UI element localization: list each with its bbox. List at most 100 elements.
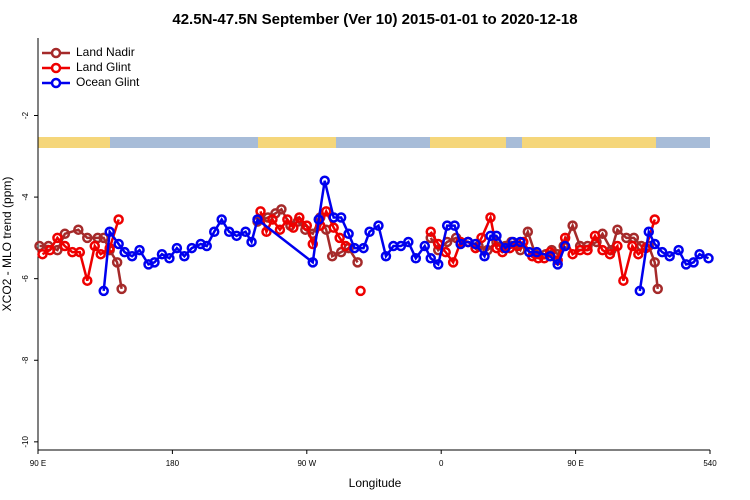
ocean-band — [38, 137, 710, 148]
point — [522, 226, 534, 238]
point — [432, 259, 444, 270]
point — [355, 285, 366, 297]
point — [126, 250, 138, 262]
point — [589, 230, 601, 242]
legend-label: Land Nadir — [76, 45, 135, 59]
point — [597, 244, 608, 256]
point — [582, 244, 593, 256]
point — [340, 240, 351, 252]
x-tick-label: 180 — [166, 459, 180, 468]
land-band — [38, 137, 110, 148]
point — [113, 238, 124, 250]
point — [447, 257, 459, 268]
point — [559, 240, 571, 252]
x-tick-label: 90 E — [567, 459, 583, 468]
point — [633, 248, 644, 260]
point — [500, 242, 511, 254]
point — [313, 214, 324, 225]
legend-marker — [50, 62, 62, 74]
point — [82, 232, 93, 244]
point — [425, 253, 436, 264]
chart-title: 42.5N-47.5N September (Ver 10) 2015-01-0… — [172, 11, 577, 28]
point — [656, 246, 668, 258]
point — [119, 246, 130, 258]
point — [208, 226, 220, 238]
point — [134, 244, 145, 256]
point — [116, 283, 127, 295]
y-tick-label: -4 — [21, 193, 30, 201]
point — [664, 250, 675, 262]
point — [82, 275, 93, 286]
point — [111, 257, 123, 268]
point — [307, 238, 319, 250]
point — [195, 238, 207, 250]
point — [373, 220, 384, 231]
x-tick-label: 90 E — [30, 459, 46, 468]
land-band — [522, 137, 656, 148]
point — [649, 238, 660, 250]
point — [334, 232, 345, 244]
point — [703, 253, 714, 264]
x-tick-label: 90 W — [297, 459, 316, 468]
point — [74, 246, 86, 258]
point — [410, 253, 422, 264]
x-tick-label: 0 — [439, 459, 444, 468]
point — [216, 214, 227, 225]
y-tick-label: -6 — [21, 275, 30, 283]
point — [335, 212, 347, 223]
point — [89, 240, 100, 252]
point — [627, 240, 638, 252]
point — [618, 275, 629, 286]
land-band — [430, 137, 506, 148]
point — [419, 240, 431, 252]
point — [604, 248, 616, 260]
point — [52, 232, 63, 244]
point — [567, 248, 578, 260]
point — [320, 206, 332, 217]
legend-marker — [50, 77, 62, 89]
point — [643, 226, 655, 238]
point — [364, 226, 375, 238]
point — [186, 242, 198, 254]
point — [531, 246, 543, 258]
point — [652, 283, 663, 295]
point — [552, 259, 563, 270]
point — [479, 250, 490, 262]
point — [634, 285, 646, 297]
point — [164, 253, 175, 264]
point — [44, 244, 56, 256]
point — [59, 228, 71, 240]
point — [314, 220, 326, 231]
point — [149, 257, 160, 268]
point — [533, 253, 544, 264]
point — [223, 226, 235, 238]
point — [649, 257, 660, 268]
point — [37, 248, 48, 260]
point — [113, 214, 124, 225]
point — [694, 248, 705, 260]
point — [179, 250, 190, 262]
map-band — [38, 137, 710, 148]
point — [612, 224, 623, 235]
point — [485, 230, 496, 242]
point — [267, 214, 278, 225]
point — [231, 230, 242, 242]
point — [98, 232, 109, 244]
point — [485, 212, 496, 223]
x-tick-label: 540 — [703, 459, 717, 468]
legend-marker — [50, 47, 62, 59]
point — [449, 220, 460, 231]
point — [352, 257, 363, 268]
point — [326, 250, 338, 262]
point — [201, 240, 212, 252]
point — [319, 175, 330, 187]
point — [470, 238, 481, 250]
point — [515, 236, 526, 248]
point — [282, 214, 293, 225]
point — [156, 248, 168, 260]
y-tick-label: -8 — [21, 356, 30, 364]
y-axis-label: XCO2 - MLO trend (ppm) — [0, 177, 14, 312]
point — [73, 224, 84, 235]
point — [476, 232, 487, 244]
